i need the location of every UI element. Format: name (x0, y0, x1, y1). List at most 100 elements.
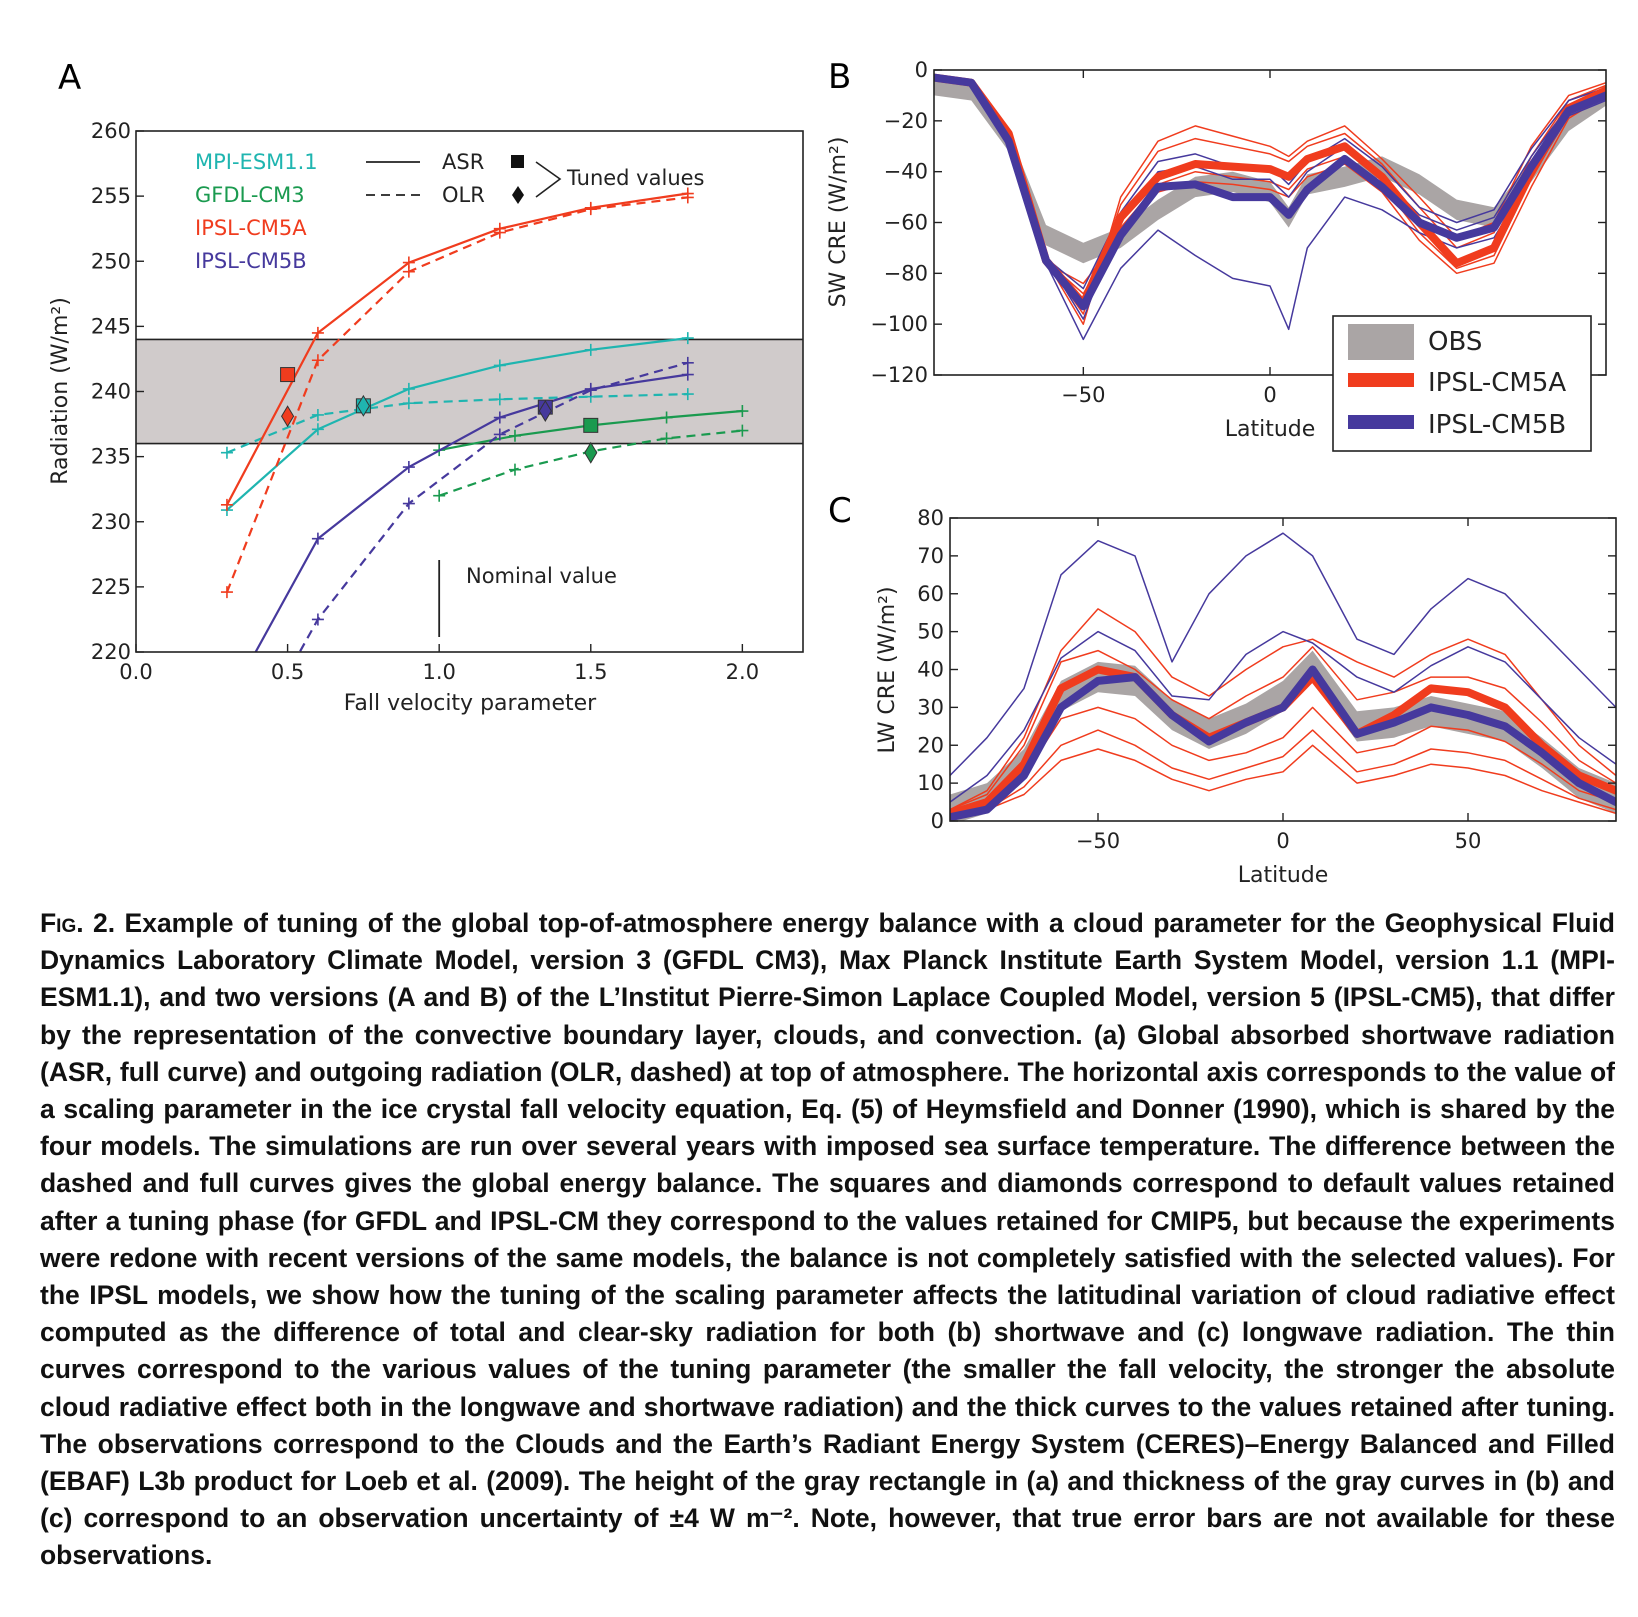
legend-tuned-values: Tuned values (566, 166, 704, 190)
panel-b-ticks: −50 0 0 −20 −40 −60 −80 −100 −120 (870, 58, 1606, 407)
point-ipsl-cm5a-olr (311, 354, 324, 367)
obs-band (950, 650, 1616, 821)
point-gfdl-cm3-olr (508, 463, 521, 476)
y-tick-label: 70 (917, 544, 944, 568)
point-ipsl-cm5b-olr (221, 776, 233, 788)
panel-b-legend: OBS IPSL-CM5A IPSL-CM5B (1332, 315, 1592, 452)
y-tick-label: 235 (91, 445, 131, 469)
figure: A 0.0 0.5 1.0 1.5 2.0 220 225 230 235 240 245 250 25… (48, 57, 1617, 888)
point-ipsl-cm5b-asr (402, 461, 415, 474)
point-mpi-esm1-1-asr (402, 382, 415, 395)
point-ipsl-cm5b-olr (681, 356, 694, 369)
y-tick-label: 250 (91, 249, 131, 273)
panel-b-series (934, 73, 1606, 341)
panel-a-series (220, 187, 749, 788)
thin-curve-ipsl-cm5a (950, 646, 1616, 811)
y-tick-label: −80 (884, 261, 928, 285)
panel-c-frame (949, 517, 1617, 822)
point-ipsl-cm5a-olr (220, 586, 233, 599)
y-tick-label: −40 (884, 160, 928, 184)
legend-cm5b-swatch (1348, 415, 1414, 429)
point-gfdl-cm3-asr (736, 405, 749, 418)
tuned-diamond-ipsl-cm5b (538, 400, 552, 423)
point-mpi-esm1-1-asr (681, 332, 694, 345)
tuned-diamond-gfdl-cm3 (584, 441, 598, 464)
point-ipsl-cm5b-olr (493, 428, 506, 441)
y-tick-label: 260 (91, 119, 131, 143)
y-tick-label: −20 (884, 109, 928, 133)
thin-curve-ipsl-cm5a (950, 706, 1616, 815)
point-gfdl-cm3-asr (508, 429, 521, 442)
point-gfdl-cm3-olr (433, 489, 446, 502)
point-mpi-esm1-1-asr (493, 359, 506, 372)
point-ipsl-cm5a-olr (493, 226, 506, 239)
panel-c-xlabel: Latitude (1238, 863, 1329, 888)
x-tick-label: −50 (1076, 829, 1120, 853)
point-mpi-esm1-1-olr (220, 446, 233, 459)
tuned-square-gfdl-cm3 (583, 417, 599, 433)
panel-b-plot (934, 73, 1606, 341)
point-mpi-esm1-1-olr (681, 388, 694, 401)
x-tick-label: −50 (1061, 383, 1105, 407)
point-mpi-esm1-1-olr (493, 393, 506, 406)
x-tick-label: 50 (1455, 829, 1482, 853)
y-tick-label: 220 (91, 640, 131, 664)
point-gfdl-cm3-olr (660, 432, 673, 445)
legend-gfdl-cm3: GFDL-CM3 (195, 183, 305, 207)
figure-caption: Fig. 2. Example of tuning of the global … (40, 905, 1615, 1575)
x-tick-label: 0 (1276, 829, 1289, 853)
panel-a-plot (136, 187, 803, 788)
point-ipsl-cm5b-olr (584, 384, 597, 397)
legend-mpi-esm: MPI-ESM1.1 (195, 150, 318, 174)
legend-obs-label: OBS (1428, 327, 1482, 357)
point-ipsl-cm5b-olr (311, 613, 324, 626)
obs-uncertainty-band (136, 339, 803, 444)
tuned-diamond-mpi-esm1-1 (356, 394, 370, 417)
legend-ipsl-cm5a: IPSL-CM5A (195, 216, 307, 240)
y-tick-label: 225 (91, 575, 131, 599)
y-tick-label: 80 (917, 506, 944, 530)
caption-text: Example of tuning of the global top-of-a… (40, 908, 1615, 1571)
y-tick-label: 30 (917, 695, 944, 719)
series-mpi-esm1-1-asr (226, 337, 688, 511)
panel-a-xlabel: Fall velocity parameter (344, 691, 597, 716)
thin-curve-ipsl-cm5b (950, 630, 1616, 803)
y-tick-label: 245 (91, 314, 131, 338)
panel-b: B −50 0 0 −20 −40 −60 −80 −100 −120 Latitude SW … (826, 57, 1607, 452)
legend-diamond-marker (512, 186, 524, 204)
x-tick-label: 0.5 (271, 660, 304, 684)
caption-figure-label: Fig. 2. (40, 908, 116, 938)
panel-b-label: B (828, 57, 851, 97)
y-tick-label: 0 (915, 58, 928, 82)
point-gfdl-cm3-olr (736, 424, 749, 437)
point-ipsl-cm5b-asr (681, 368, 694, 381)
point-ipsl-cm5b-asr (221, 698, 233, 710)
y-tick-label: 40 (917, 658, 944, 682)
panel-a-ticks: 0.0 0.5 1.0 1.5 2.0 220 225 230 235 240 245 250 255 2… (91, 119, 759, 684)
thin-curve-ipsl-cm5b (934, 76, 1606, 341)
x-tick-label: 1.5 (574, 660, 607, 684)
legend-square-marker (511, 155, 524, 168)
panel-c-series (950, 532, 1616, 821)
y-tick-label: 230 (91, 510, 131, 534)
legend-obs-swatch (1348, 324, 1414, 360)
y-tick-label: 20 (917, 733, 944, 757)
thin-curve-ipsl-cm5a (950, 729, 1616, 815)
point-ipsl-cm5a-olr (402, 265, 415, 278)
point-mpi-esm1-1-asr (584, 343, 597, 356)
series-ipsl-cm5b-asr (254, 373, 688, 652)
panel-c: C −50 0 50 0 10 20 30 40 50 60 70 80 Latitude LW CR… (828, 491, 1617, 888)
panel-c-ylabel: LW CRE (W/m²) (875, 586, 900, 753)
point-ipsl-cm5b-olr (402, 497, 415, 510)
y-tick-label: −120 (870, 363, 928, 387)
point-ipsl-cm5a-olr (584, 203, 597, 216)
panel-a: A 0.0 0.5 1.0 1.5 2.0 220 225 230 235 240 245 250 25… (48, 58, 804, 788)
point-mpi-esm1-1-olr (402, 397, 415, 410)
x-tick-label: 0 (1263, 383, 1276, 407)
point-ipsl-cm5a-olr (681, 191, 694, 204)
y-tick-label: 240 (91, 380, 131, 404)
legend-olr-label: OLR (442, 183, 485, 207)
y-tick-label: −100 (870, 312, 928, 336)
point-ipsl-cm5a-asr (311, 326, 324, 339)
point-ipsl-cm5b-asr (493, 411, 506, 424)
